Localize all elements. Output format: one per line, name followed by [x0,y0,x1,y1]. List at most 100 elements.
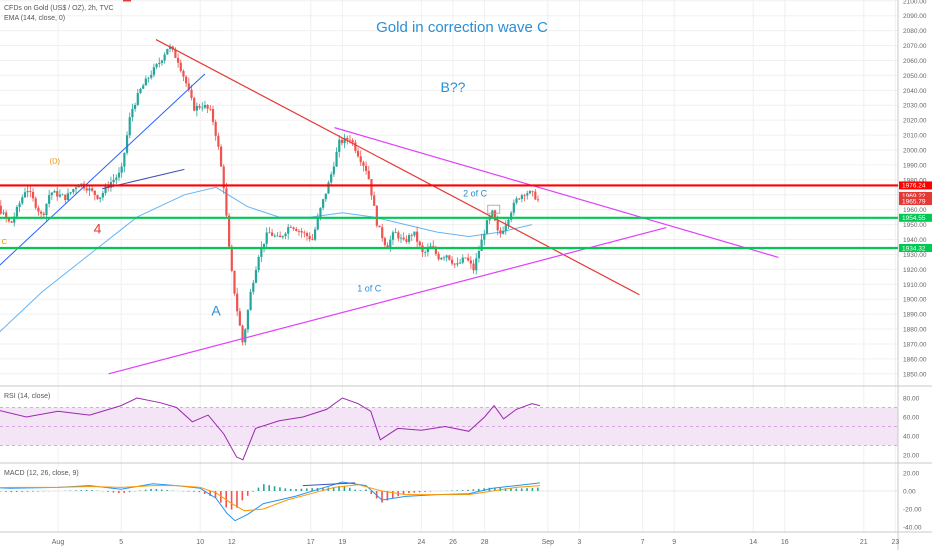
macd-histogram-bar [359,490,362,491]
macd-histogram-bar [386,491,389,501]
macd-histogram-bar [112,491,115,493]
candle-body [53,191,56,193]
price-tick-label: 2050.00 [903,73,927,80]
candle-body [174,49,177,58]
candle-body [233,270,236,294]
macd-histogram-bar [338,485,340,491]
candle-body [330,174,333,183]
candle-body [461,257,464,263]
ema-legend[interactable]: EMA (144, close, 0) [4,15,65,22]
wave-label: A [211,303,221,319]
symbol-legend[interactable]: CFDs on Gold (US$ / OZ), 2h, TVC [4,5,114,12]
candle-body [450,259,454,264]
candle-body [276,235,279,237]
price-tick-label: 2060.00 [903,58,927,65]
macd-histogram-bar [139,490,142,491]
candle-body [292,227,295,229]
trend-drawings[interactable] [0,39,779,375]
macd-histogram-bar [370,491,373,494]
wave-annotations: B??4A1 of C2 of C(B)(D)C [2,79,488,319]
macd-histogram-bar [520,488,523,491]
rsi-tick-label: 80.00 [903,396,920,403]
candle-body [112,179,115,183]
candle-body [252,282,255,292]
macd-histogram-bar [402,491,405,495]
macd-histogram-bar [160,489,163,491]
candle-body [125,135,129,153]
macd-signal-line [0,484,540,512]
macd-histogram-bar [413,491,416,493]
macd-histogram-bar [424,491,426,492]
price-tick-label: 2090.00 [903,13,927,20]
indicator-axes: 20.00 40.00 60.00 80.00 20.00 0.00 -20.00 -40.0… [903,396,922,532]
macd-histogram-bar [461,490,464,491]
time-tick-label: 21 [860,539,868,546]
macd-histogram-bar [451,490,453,491]
macd-histogram-bar [117,491,120,494]
macd-histogram-bar [209,491,211,496]
candle-body [477,250,481,259]
rsi-legend[interactable]: RSI (14, close) [4,393,50,400]
candle-body [249,291,252,311]
candle-body [510,212,513,220]
candle-body [464,257,467,259]
wave-label: 4 [94,221,102,237]
candle-body [42,213,45,216]
macd-legend[interactable]: MACD (12, 26, close, 9) [4,470,79,477]
time-axis[interactable]: Aug 5 10 12 17 19 24 26 28 Sep 3 7 9 14 16 21 23 [52,539,900,546]
price-level-label: 1965.79 [902,198,926,205]
candle-body [313,229,317,240]
macd-histogram-bar [381,491,383,503]
candle-body [402,237,405,240]
macd-histogram-bar [203,491,206,494]
horizontal-levels[interactable] [0,184,898,250]
price-tick-label: 1910.00 [903,282,927,289]
candle-body [29,191,32,192]
candle-body [319,207,322,218]
rsi-series[interactable] [0,397,541,461]
candle-body [128,117,131,136]
candle-body [66,193,70,201]
candle-body [520,195,523,199]
candle-body [61,194,64,196]
macd-histogram-bar [526,488,528,491]
candle-body [10,221,13,223]
candle-body [445,255,448,258]
macd-histogram-bar [322,487,324,491]
candle-body [23,192,27,198]
candle-body [69,192,72,194]
candle-body [335,151,338,167]
candle-body [515,198,518,203]
macd-histogram-bar [279,487,281,491]
candle-body [195,105,198,111]
macd-histogram-bar [510,488,512,491]
candle-body [190,89,193,98]
price-level-box [899,213,932,222]
price-tick-label: 2100.00 [903,0,927,5]
macd-histogram-bar [230,491,233,510]
macd-series[interactable] [0,481,540,522]
wave-label: B?? [441,79,466,95]
candle-body [416,231,419,242]
time-tick-label: 9 [672,539,676,546]
price-tick-label: 2040.00 [903,88,927,95]
candle-body [453,263,456,265]
candle-body [37,207,40,212]
macd-histogram-bar [365,489,367,491]
candle-body [88,188,91,191]
macd-histogram-bar [472,489,475,491]
price-level-box [899,197,932,206]
candle-body [193,97,196,111]
candle-body [507,219,510,226]
candle-body [222,166,225,189]
candle-body [18,203,21,207]
candle-body [99,197,102,199]
price-tick-label: 1880.00 [903,327,927,334]
candle-body [504,225,507,231]
time-tick-label: 12 [228,539,236,546]
time-tick-label: Aug [52,539,65,546]
candle-body [405,239,408,242]
macd-histogram-bar [456,490,459,491]
macd-histogram-bar [504,488,507,491]
candle-body [518,198,521,200]
